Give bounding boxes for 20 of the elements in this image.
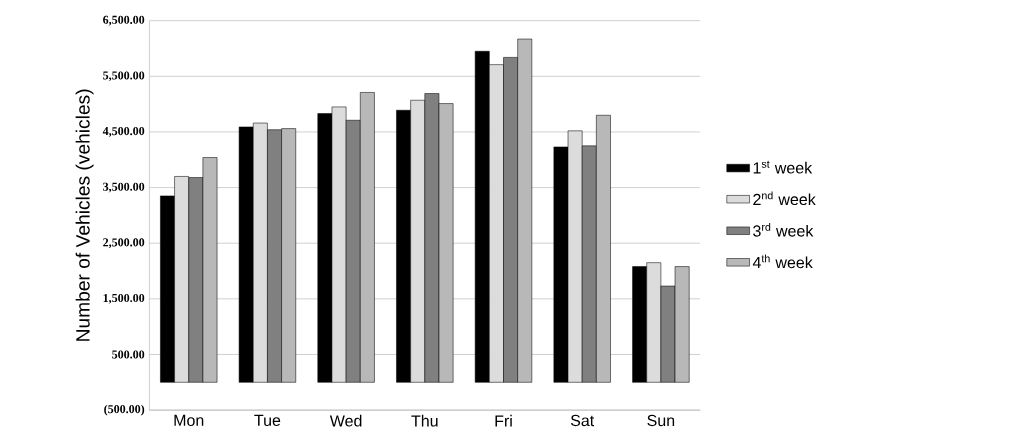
x-tick-label: Fri [495,414,512,427]
x-tick-label: Mon [174,414,204,426]
x-tick-label: Wed [329,414,362,427]
y-tick-label: 4,500.00 [102,126,145,137]
x-tick-label: Tue [254,414,281,426]
y-axis-title: Number of Vehicles (vehicles) [75,89,94,341]
legend-label: 3$^{rd}$ week [753,222,814,237]
legend-label: 4$^{th}$ week [752,254,813,269]
x-tick-label: Sun [647,414,675,427]
x-tick-label: Thu [411,414,438,427]
y-tick-label: 3,500.00 [103,182,145,193]
y-tick-label: 1,500.00 [103,293,145,304]
x-tick-label: Sat [570,414,595,427]
legend-label: 2$^{nd}$ week [753,191,816,206]
y-tick-label: 6,500.00 [103,15,145,26]
y-tick-label: (500.00) [104,404,145,416]
y-tick-label: 5,500.00 [103,71,145,82]
y-tick-label: 500.00 [112,350,145,359]
legend-label: 1$^{st}$ week [753,160,813,174]
y-tick-label: 2,500.00 [103,238,145,249]
